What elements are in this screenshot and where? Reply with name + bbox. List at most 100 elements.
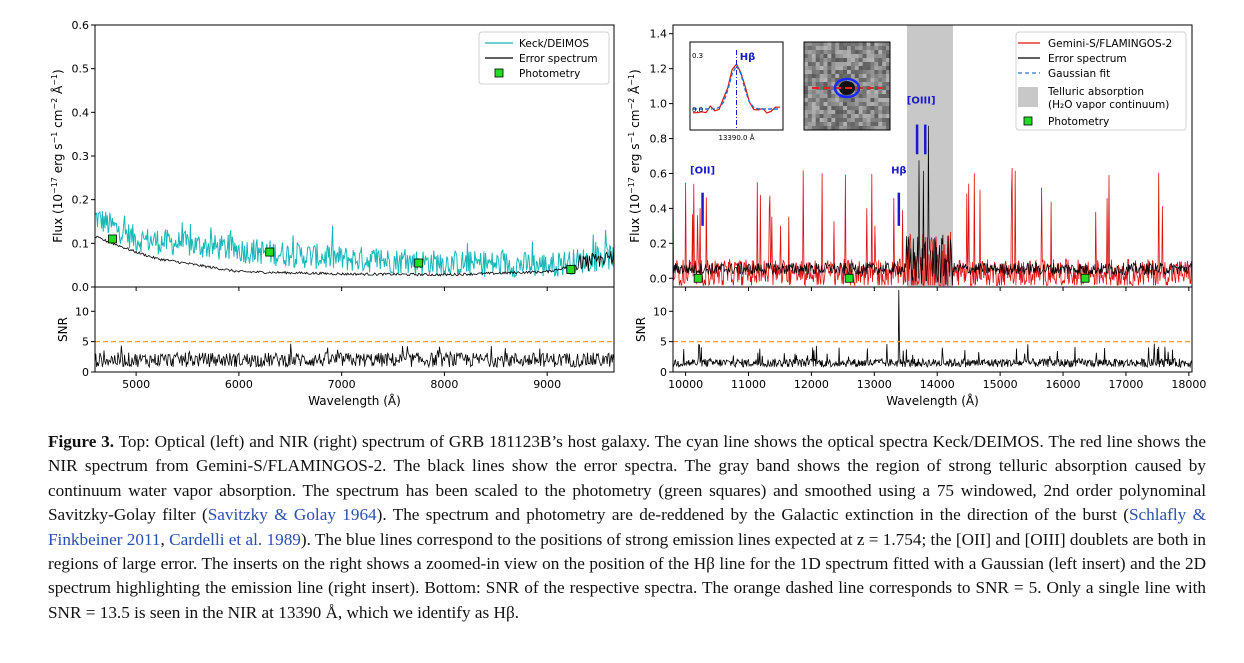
caption-text-1: Top: Optical (left) and NIR (right) spec… xyxy=(48,432,1206,525)
inset-2d-pixel xyxy=(870,102,875,107)
inset-2d-pixel xyxy=(811,94,817,99)
inset-2d-pixel xyxy=(858,102,863,107)
inset-2d-pixel xyxy=(847,106,852,111)
inset-2d-pixel xyxy=(827,42,832,47)
inset-2d-pixel xyxy=(804,78,809,83)
inset-2d-pixel xyxy=(866,106,871,111)
inset-2d-pixel xyxy=(835,106,840,111)
inset-2d-pixel xyxy=(847,46,852,51)
nir-xlabel: Wavelength (Å) xyxy=(886,393,979,408)
inset-2d-pixel xyxy=(862,50,867,55)
legend-entry-label: Photometry xyxy=(519,68,580,80)
inset-2d-pixel xyxy=(882,102,887,107)
inset-2d-pixel xyxy=(874,94,879,99)
inset-2d-pixel xyxy=(862,70,867,75)
optical-snr-y-tick-label: 5 xyxy=(82,336,89,349)
inset-2d-pixel xyxy=(847,122,852,127)
inset-2d-pixel xyxy=(874,122,879,127)
inset-2d-pixel xyxy=(811,82,817,87)
citation-cardelli[interactable]: Cardelli et al. 1989 xyxy=(169,529,301,549)
inset-2d-pixel xyxy=(804,94,809,99)
inset-2d-pixel xyxy=(819,66,824,71)
inset-2d-pixel xyxy=(882,98,887,103)
inset-2d-pixel xyxy=(843,118,848,123)
caption-label: Figure 3. xyxy=(48,432,115,451)
inset-2d-pixel xyxy=(831,122,836,127)
optical-flux-y-tick-label: 0.1 xyxy=(72,237,90,250)
inset-2d-pixel xyxy=(804,54,809,59)
inset-2d-pixel xyxy=(843,102,848,107)
inset-2d-pixel xyxy=(858,54,863,59)
inset-2d-pixel xyxy=(847,110,852,115)
inset-2d-pixel xyxy=(870,50,875,55)
inset-2d-pixel xyxy=(886,90,891,95)
inset-2d-pixel xyxy=(843,62,848,67)
inset-2d-pixel xyxy=(807,62,813,67)
inset-2d-pixel xyxy=(882,62,887,67)
inset-2d-pixel xyxy=(874,42,879,47)
inset-2d-pixel xyxy=(831,86,836,91)
inset-2d-pixel xyxy=(866,62,871,67)
inset-2d-pixel xyxy=(811,46,817,51)
inset-2d-pixel xyxy=(874,118,879,123)
inset-2d-pixel xyxy=(866,110,871,115)
inset-2d-pixel xyxy=(878,114,883,119)
nir-flux-y-tick-label: 0.0 xyxy=(650,272,668,285)
nir-flux-y-tick-label: 0.2 xyxy=(650,237,668,250)
inset-2d-pixel xyxy=(819,122,824,127)
inset-2d-pixel xyxy=(862,114,867,119)
inset-2d-pixel xyxy=(831,126,836,131)
inset-2d-pixel xyxy=(874,46,879,51)
inset-2d-pixel xyxy=(854,122,860,127)
inset-1d-xtick: 13390.0 Å xyxy=(719,133,755,142)
inset-2d-pixel xyxy=(831,118,836,123)
inset-2d-pixel xyxy=(850,62,856,67)
inset-2d-pixel xyxy=(862,82,867,87)
inset-2d-pixel xyxy=(847,50,852,55)
inset-2d-pixel xyxy=(854,62,860,67)
inset-2d-pixel xyxy=(843,114,848,119)
citation-savitzky[interactable]: Savitzky & Golay 1964 xyxy=(207,505,377,525)
inset-2d-pixel xyxy=(847,114,852,119)
inset-2d-pixel xyxy=(811,78,817,83)
inset-2d-pixel xyxy=(862,74,867,79)
inset-2d-pixel xyxy=(839,50,844,55)
optical-snr-y-tick-label: 10 xyxy=(75,305,89,318)
inset-2d-pixel xyxy=(862,86,867,91)
nir-snr-x-tick-label: 11000 xyxy=(731,378,766,391)
inset-2d-pixel xyxy=(811,90,817,95)
optical-legend-box xyxy=(478,31,610,85)
inset-2d-pixel xyxy=(843,42,848,47)
inset-2d-pixel xyxy=(878,70,883,75)
inset-2d-pixel xyxy=(823,126,828,131)
inset-2d-pixel xyxy=(835,110,840,115)
inset-2d-pixel xyxy=(886,82,891,87)
inset-2d-pixel xyxy=(811,126,817,131)
inset-2d-pixel xyxy=(854,114,860,119)
citation-schlafly[interactable]: Schlafly & Finkbeiner 2011 xyxy=(48,505,1206,549)
inset-2d-pixel xyxy=(843,66,848,71)
inset-2d-pixel xyxy=(804,42,809,47)
inset-2d-pixel xyxy=(866,42,871,47)
inset-2d-pixel xyxy=(807,50,813,55)
inset-2d-pixel xyxy=(886,62,891,67)
inset-2d-pixel xyxy=(858,58,863,63)
inset-2d-pixel xyxy=(807,102,813,107)
nir-flux-y-tick-label: 0.6 xyxy=(650,167,668,180)
inset-2d-pixel xyxy=(811,102,817,107)
nir-photometry-point xyxy=(844,273,854,283)
inset-2d-pixel xyxy=(870,74,875,79)
nir-snr-y-tick-label: 5 xyxy=(660,336,667,349)
inset-2d-pixel xyxy=(819,98,824,103)
optical-photometry-point xyxy=(108,234,117,244)
inset-2d-pixel xyxy=(882,106,887,111)
optical-snr-x-tick-label: 7000 xyxy=(328,378,356,391)
inset-2d-pixel xyxy=(827,110,832,115)
inset-2d-pixel xyxy=(874,114,879,119)
inset-2d-pixel xyxy=(819,58,824,63)
caption-text-3: , xyxy=(160,529,170,549)
inset-2d-pixel xyxy=(870,114,875,119)
inset-2d-pixel xyxy=(850,126,856,131)
inset-2d-pixel xyxy=(835,66,840,71)
inset-2d-pixel xyxy=(878,118,883,123)
